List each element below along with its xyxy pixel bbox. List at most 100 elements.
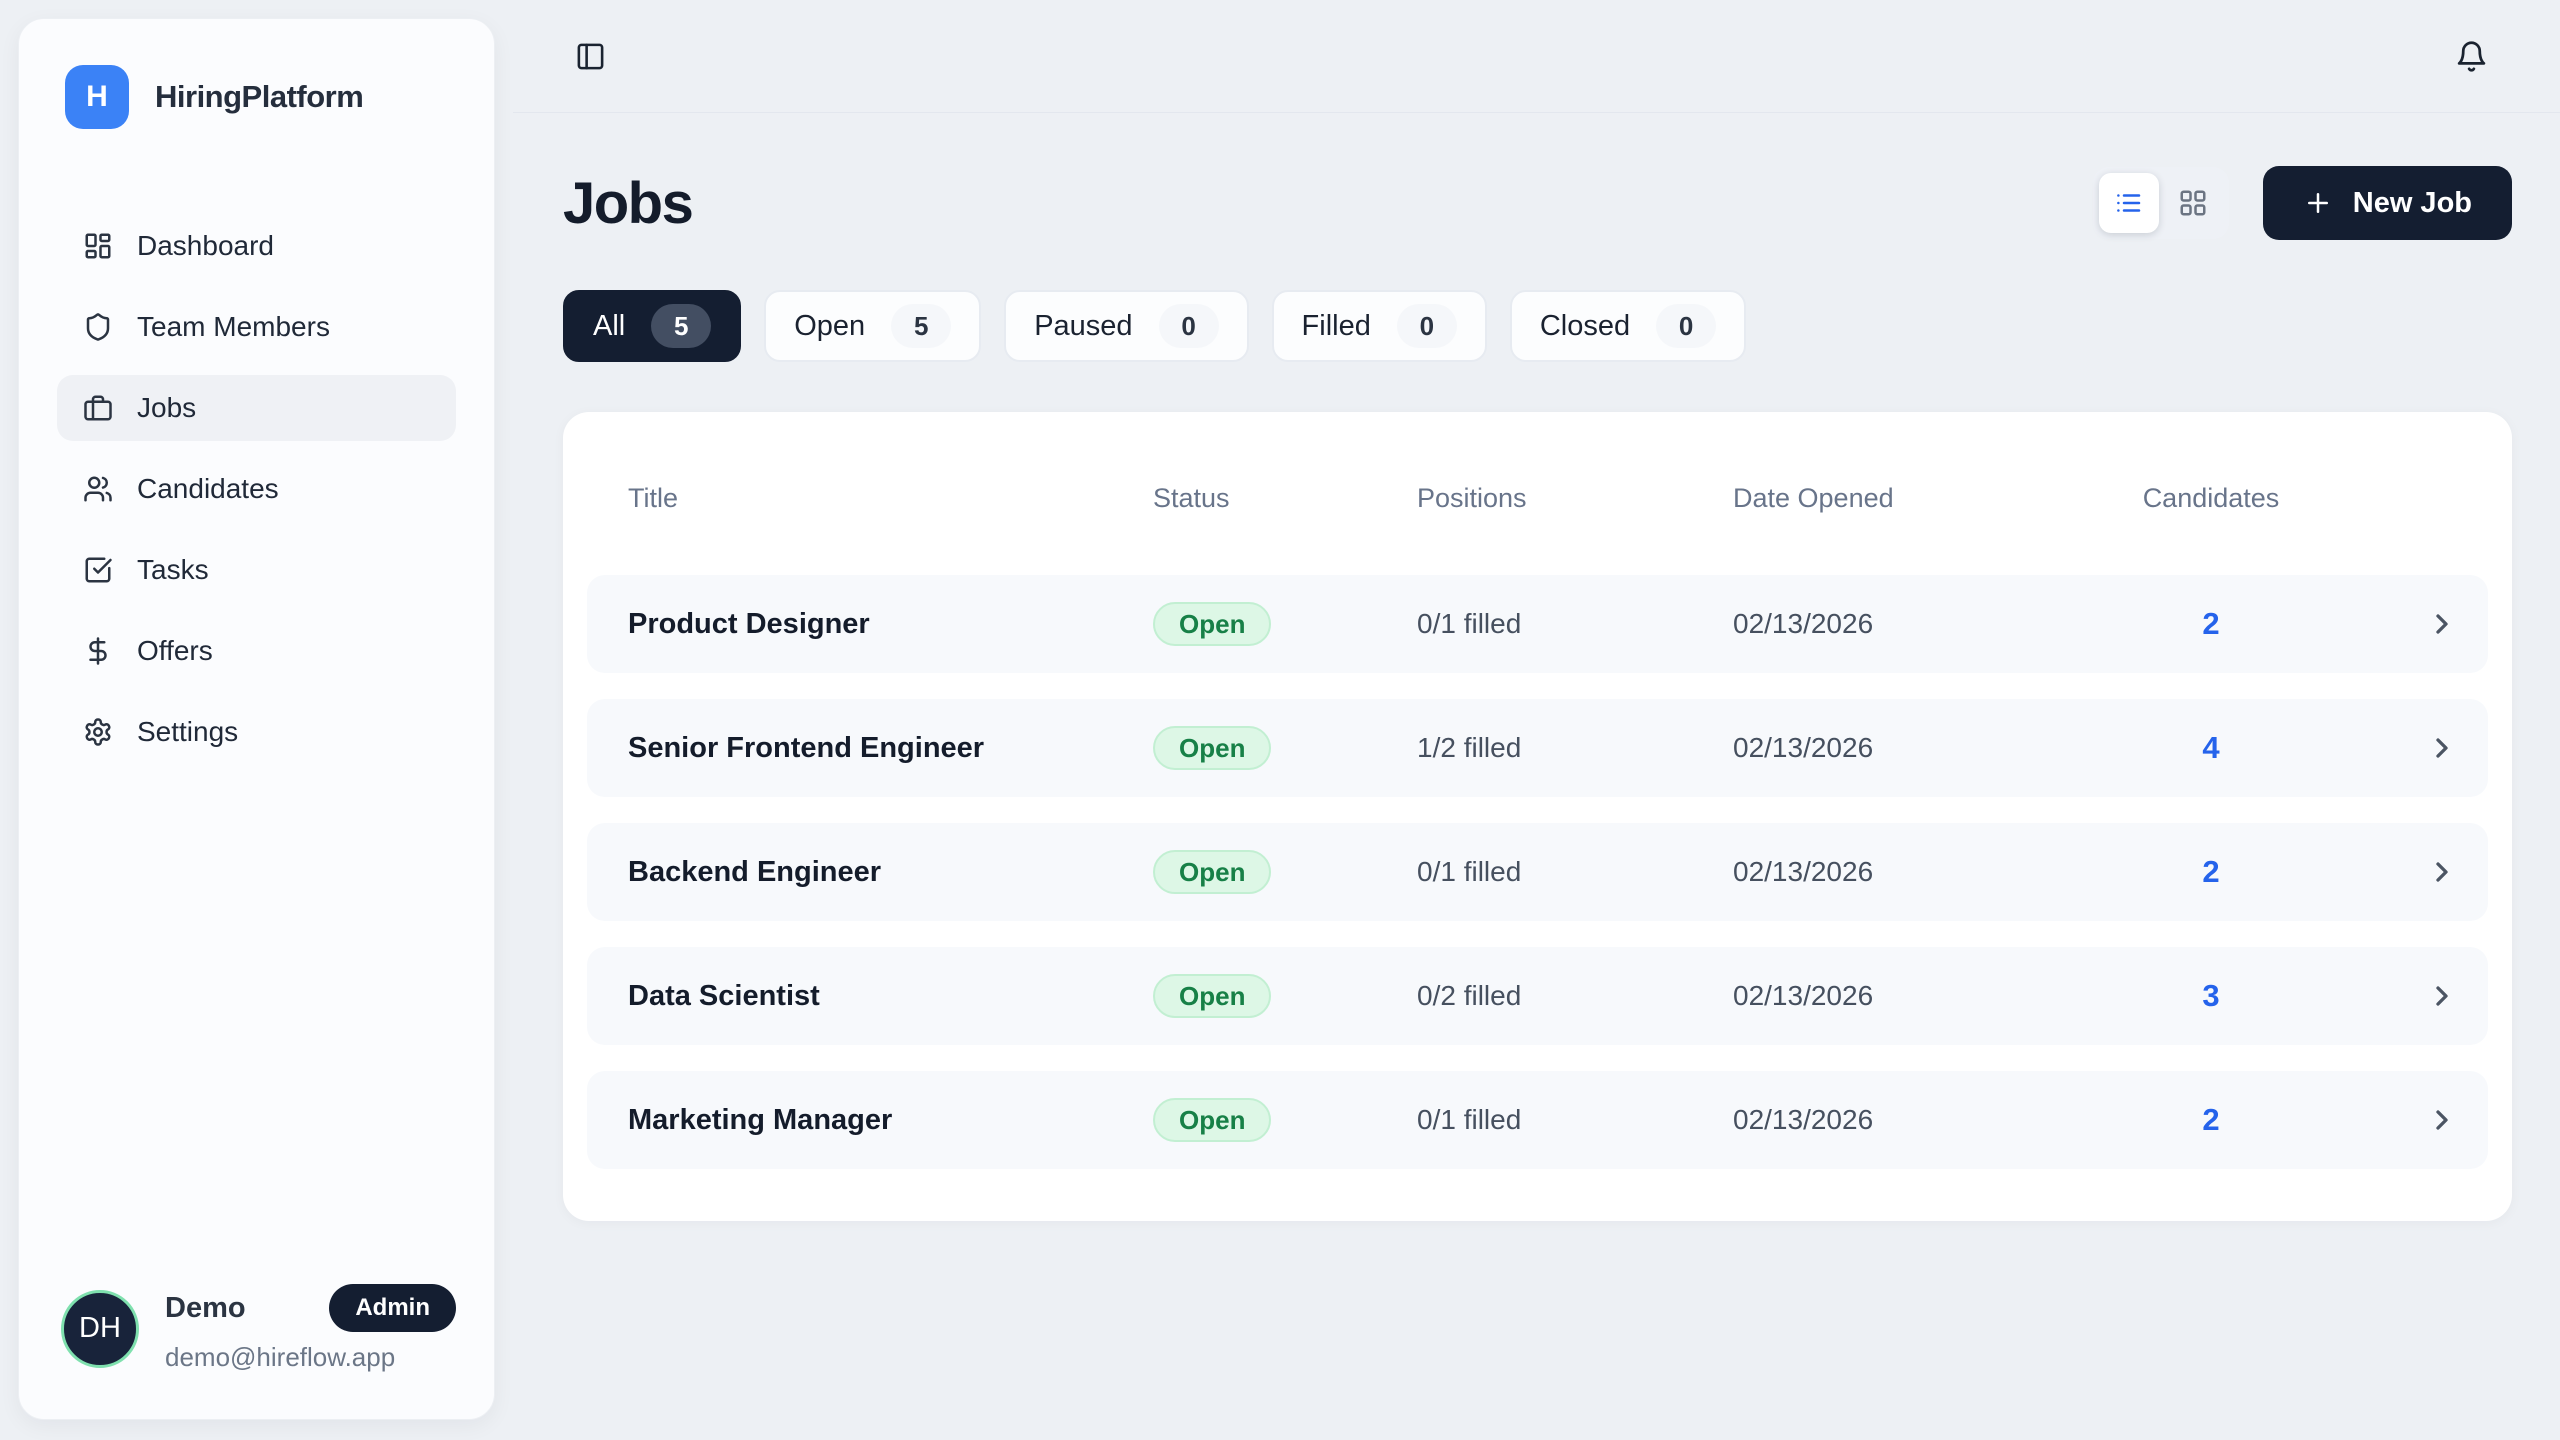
table-row[interactable]: Data Scientist Open 0/2 filled 02/13/202… xyxy=(587,947,2488,1045)
filter-label: Open xyxy=(794,309,866,342)
date-opened: 02/13/2026 xyxy=(1733,608,1874,639)
brand: H HiringPlatform xyxy=(57,65,456,129)
role-badge: Admin xyxy=(329,1284,456,1332)
chevron-right-icon xyxy=(2426,1104,2458,1136)
positions-filled: 0/1 filled xyxy=(1417,1104,1522,1135)
list-icon xyxy=(2114,188,2144,218)
row-chevron[interactable] xyxy=(2291,856,2458,888)
brand-name: HiringPlatform xyxy=(155,79,364,114)
candidates-count-link[interactable]: 2 xyxy=(2202,854,2220,889)
status-badge: Open xyxy=(1153,1098,1272,1142)
sidebar-item-label: Tasks xyxy=(137,554,209,585)
column-header-date-opened: Date Opened xyxy=(1733,482,1894,513)
filter-count-badge: 0 xyxy=(1158,304,1219,348)
row-chevron[interactable] xyxy=(2291,1104,2458,1136)
user-email: demo@hireflow.app xyxy=(165,1342,396,1372)
candidates-count-link[interactable]: 2 xyxy=(2202,1102,2220,1137)
sidebar-item-tasks[interactable]: Tasks xyxy=(57,537,456,603)
candidates-count-link[interactable]: 4 xyxy=(2202,730,2220,765)
filter-count-badge: 5 xyxy=(891,304,952,348)
filter-paused[interactable]: Paused 0 xyxy=(1004,290,1249,362)
row-chevron[interactable] xyxy=(2291,732,2458,764)
sidebar-item-label: Candidates xyxy=(137,473,279,504)
candidates-count-link[interactable]: 3 xyxy=(2202,978,2220,1013)
filter-label: Filled xyxy=(1301,309,1371,342)
status-badge: Open xyxy=(1153,602,1272,646)
date-opened: 02/13/2026 xyxy=(1733,1104,1874,1135)
date-opened: 02/13/2026 xyxy=(1733,980,1874,1011)
filter-closed[interactable]: Closed 0 xyxy=(1509,290,1747,362)
job-title: Senior Frontend Engineer xyxy=(628,731,985,764)
grid-view-button[interactable] xyxy=(2163,173,2223,233)
filter-filled[interactable]: Filled 0 xyxy=(1271,290,1487,362)
dashboard-icon xyxy=(83,231,113,261)
plus-icon xyxy=(2303,188,2333,218)
user-profile[interactable]: DH Demo Admin demo@hireflow.app xyxy=(57,1284,456,1373)
positions-filled: 1/2 filled xyxy=(1417,732,1522,763)
sidebar-item-offers[interactable]: Offers xyxy=(57,618,456,684)
main-area: Jobs xyxy=(513,0,2560,1440)
job-title: Product Designer xyxy=(628,607,870,640)
user-info: Demo Admin demo@hireflow.app xyxy=(165,1284,456,1373)
filter-count-badge: 5 xyxy=(651,304,712,348)
table-row[interactable]: Backend Engineer Open 0/1 filled 02/13/2… xyxy=(587,823,2488,921)
dollar-icon xyxy=(83,636,113,666)
sidebar-toggle-button[interactable] xyxy=(575,41,606,72)
page-title: Jobs xyxy=(563,170,694,236)
panel-left-icon xyxy=(575,41,606,72)
new-job-button[interactable]: New Job xyxy=(2262,166,2512,240)
briefcase-icon xyxy=(83,393,113,423)
column-header-candidates: Candidates xyxy=(2142,482,2280,513)
filter-label: Paused xyxy=(1034,309,1133,342)
status-filters: All 5 Open 5 Paused 0 Filled 0 Closed 0 xyxy=(563,290,2512,362)
jobs-table-card: Title Status Positions Date Opened Candi… xyxy=(563,412,2512,1221)
sidebar-item-label: Team Members xyxy=(137,311,330,342)
date-opened: 02/13/2026 xyxy=(1733,732,1874,763)
status-badge: Open xyxy=(1153,726,1272,770)
page-controls: New Job xyxy=(2092,166,2512,240)
square-check-icon xyxy=(83,555,113,585)
candidates-count-link[interactable]: 2 xyxy=(2202,606,2220,641)
positions-filled: 0/1 filled xyxy=(1417,856,1522,887)
job-title: Marketing Manager xyxy=(628,1103,893,1136)
table-row[interactable]: Product Designer Open 0/1 filled 02/13/2… xyxy=(587,575,2488,673)
job-title: Backend Engineer xyxy=(628,855,882,888)
content: Jobs xyxy=(513,166,2560,1221)
column-header-title: Title xyxy=(628,482,679,513)
sidebar-item-label: Jobs xyxy=(137,392,197,423)
table-row[interactable]: Senior Frontend Engineer Open 1/2 filled… xyxy=(587,699,2488,797)
sidebar-item-candidates[interactable]: Candidates xyxy=(57,456,456,522)
sidebar-item-label: Offers xyxy=(137,635,213,666)
sidebar-item-team-members[interactable]: Team Members xyxy=(57,294,456,360)
sidebar-nav: Dashboard Team Members Jobs Candidates T… xyxy=(57,213,456,765)
bell-icon xyxy=(2455,40,2488,73)
column-header-status: Status xyxy=(1153,482,1230,513)
job-title: Data Scientist xyxy=(628,979,820,1012)
filter-count-badge: 0 xyxy=(1396,304,1457,348)
chevron-right-icon xyxy=(2426,980,2458,1012)
row-chevron[interactable] xyxy=(2291,608,2458,640)
view-toggle xyxy=(2092,167,2229,239)
chevron-right-icon xyxy=(2426,856,2458,888)
table-header: Title Status Positions Date Opened Candi… xyxy=(587,476,2488,520)
status-badge: Open xyxy=(1153,850,1272,894)
sidebar-item-dashboard[interactable]: Dashboard xyxy=(57,213,456,279)
date-opened: 02/13/2026 xyxy=(1733,856,1874,887)
sidebar-item-label: Dashboard xyxy=(137,230,274,261)
sidebar-item-settings[interactable]: Settings xyxy=(57,699,456,765)
filter-label: Closed xyxy=(1539,309,1631,342)
filter-all[interactable]: All 5 xyxy=(563,290,742,362)
row-chevron[interactable] xyxy=(2291,980,2458,1012)
list-view-button[interactable] xyxy=(2098,173,2159,233)
filter-count-badge: 0 xyxy=(1656,304,1717,348)
chevron-right-icon xyxy=(2426,732,2458,764)
sidebar-item-jobs[interactable]: Jobs xyxy=(57,375,456,441)
avatar: DH xyxy=(61,1289,139,1368)
table-row[interactable]: Marketing Manager Open 0/1 filled 02/13/… xyxy=(587,1071,2488,1169)
filter-open[interactable]: Open 5 xyxy=(764,290,982,362)
status-badge: Open xyxy=(1153,974,1272,1018)
user-name: Demo xyxy=(165,1291,246,1324)
grid-icon xyxy=(2178,188,2208,218)
notifications-button[interactable] xyxy=(2455,40,2488,73)
users-icon xyxy=(83,474,113,504)
